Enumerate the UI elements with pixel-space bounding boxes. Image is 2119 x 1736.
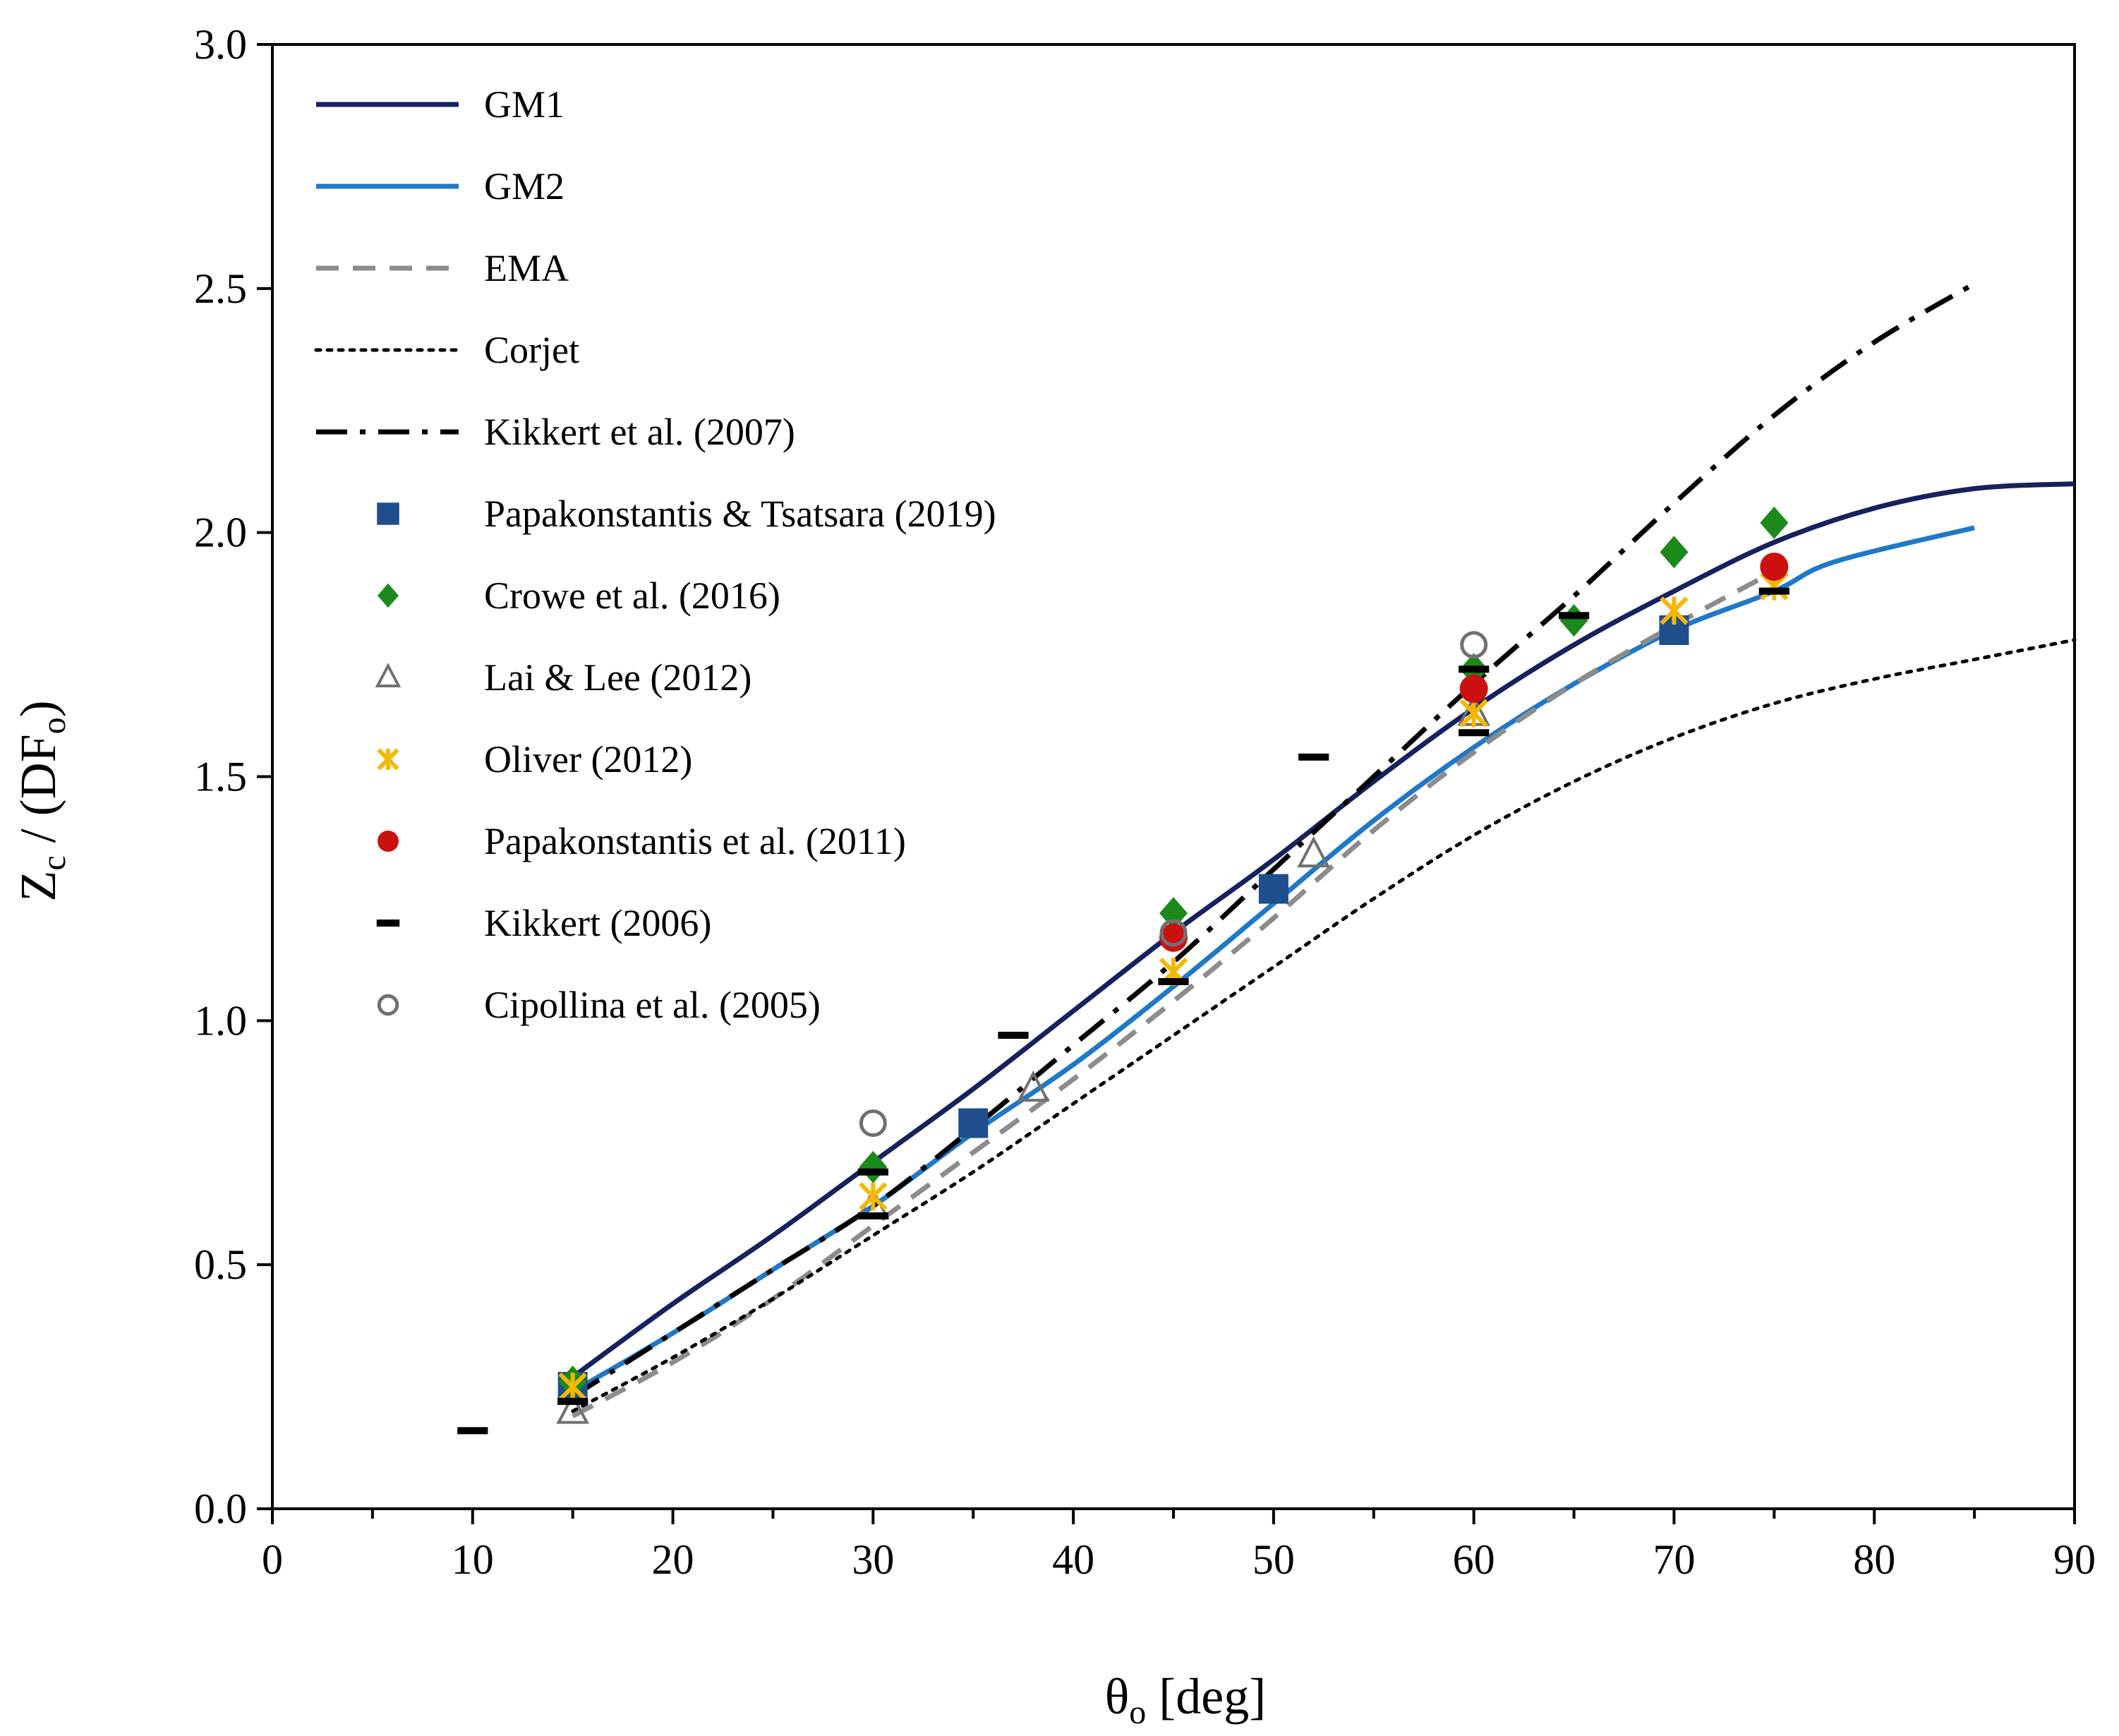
legend-marker-crowe-et-al-2016: [378, 583, 399, 608]
legend-label: Corjet: [484, 329, 579, 371]
legend-label: GM2: [484, 165, 565, 207]
x-tick-label: 40: [1052, 1536, 1094, 1583]
legend-label: EMA: [484, 247, 569, 289]
point-kikkert-2006: [1459, 729, 1490, 737]
point-cipollina-et-al-2005: [1460, 631, 1488, 659]
y-tick-label: 0.0: [194, 1485, 247, 1532]
y-tick-label: 1.0: [194, 997, 247, 1044]
point-kikkert-2006: [557, 1397, 588, 1405]
point-crowe-et-al-2016: [1559, 604, 1588, 637]
point-kikkert-2006: [1158, 978, 1189, 985]
y-axis-title: Zc / (DFo): [10, 700, 73, 901]
point-papakonstantis-tsatsara-2019: [1258, 874, 1288, 904]
legend-label: Oliver (2012): [484, 738, 692, 780]
series-points: [457, 506, 1789, 1435]
point-oliver-2012: [1660, 596, 1689, 625]
point-oliver-2012: [859, 1182, 888, 1211]
legend-label: Papakonstantis & Tsatsara (2019): [484, 493, 996, 535]
point-papakonstantis-et-al-2011: [1459, 675, 1488, 703]
x-axis-title: θo [deg]: [1105, 1668, 1266, 1731]
legend-label: GM1: [484, 83, 565, 126]
point-crowe-et-al-2016: [1660, 536, 1689, 569]
x-tick-label: 0: [262, 1536, 283, 1583]
x-tick-label: 60: [1453, 1536, 1495, 1583]
point-kikkert-2006: [998, 1032, 1029, 1039]
point-kikkert-2006: [1758, 587, 1789, 595]
line-gm1: [571, 481, 2075, 1380]
legend-label: Cipollina et al. (2005): [484, 984, 821, 1026]
legend-label: Kikkert et al. (2007): [484, 411, 795, 453]
legend-marker-kikkert-2006: [376, 920, 400, 927]
y-tick-label: 3.0: [194, 21, 247, 68]
point-lai-lee-2012: [1297, 836, 1330, 868]
axes: 0 10 20 30 40 50 60 70 80 90 0.0 0.5 1.0 1.5 2.0 2.5 3.0: [194, 21, 2096, 1583]
point-kikkert-2006: [857, 1168, 888, 1176]
legend-marker-papakonstantis-et-al-2011: [378, 831, 399, 852]
point-lai-lee-2012: [1017, 1070, 1050, 1102]
x-tick-label: 80: [1853, 1536, 1895, 1583]
point-kikkert-2006: [1298, 753, 1329, 761]
legend: GM1 GM2 EMA Corjet Kikkert et al. (2007) Papa…: [314, 83, 996, 1026]
legend-marker-oliver-2012: [377, 748, 399, 771]
point-kikkert-2006: [457, 1427, 488, 1435]
point-papakonstantis-et-al-2011: [1760, 553, 1789, 581]
y-tick-label: 0.5: [194, 1241, 247, 1288]
line-corjet: [571, 638, 2077, 1413]
x-tick-label: 90: [2053, 1536, 2096, 1583]
point-cipollina-et-al-2005: [859, 1109, 887, 1138]
legend-label: Kikkert (2006): [484, 902, 711, 944]
legend-label: Crowe et al. (2016): [484, 574, 780, 617]
point-kikkert-2006: [1459, 665, 1490, 673]
legend-marker-lai-lee-2012: [375, 663, 402, 687]
x-tick-label: 70: [1653, 1536, 1695, 1583]
point-lai-lee-2012: [556, 1392, 589, 1424]
legend-marker-papakonstantis-tsatsara-2019: [377, 502, 399, 525]
point-papakonstantis-tsatsara-2019: [958, 1108, 989, 1138]
legend-label: Lai & Lee (2012): [484, 656, 751, 699]
legend-marker-cipollina-et-al-2005: [377, 994, 399, 1016]
x-tick-label: 50: [1252, 1536, 1295, 1583]
y-tick-label: 2.5: [194, 265, 247, 312]
point-kikkert-2006: [857, 1212, 888, 1219]
legend-label: Papakonstantis et al. (2011): [484, 820, 906, 862]
x-tick-label: 30: [852, 1536, 894, 1583]
line-kikkert-et-al-2007: [571, 281, 1976, 1399]
point-papakonstantis-et-al-2011: [1159, 923, 1188, 952]
point-kikkert-2006: [1558, 612, 1590, 620]
point-crowe-et-al-2016: [1760, 506, 1789, 539]
point-oliver-2012: [558, 1372, 587, 1402]
x-tick-label: 20: [652, 1536, 694, 1583]
y-tick-label: 1.5: [194, 754, 247, 800]
line-ema: [572, 569, 1775, 1418]
x-tick-label: 10: [452, 1536, 494, 1583]
point-cipollina-et-al-2005: [1159, 919, 1188, 947]
y-tick-label: 2.0: [194, 510, 247, 556]
point-oliver-2012: [1459, 699, 1488, 728]
